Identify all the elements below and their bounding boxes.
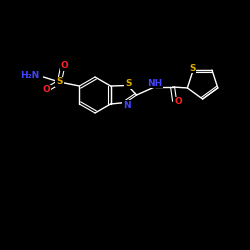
- Text: NH: NH: [147, 78, 162, 88]
- Text: S: S: [125, 79, 132, 88]
- Text: N: N: [123, 101, 130, 110]
- Text: S: S: [56, 78, 63, 86]
- Text: H₂N: H₂N: [20, 72, 40, 80]
- Text: S: S: [189, 64, 196, 72]
- Text: O: O: [175, 98, 182, 106]
- Text: O: O: [42, 86, 50, 94]
- Text: O: O: [60, 62, 68, 70]
